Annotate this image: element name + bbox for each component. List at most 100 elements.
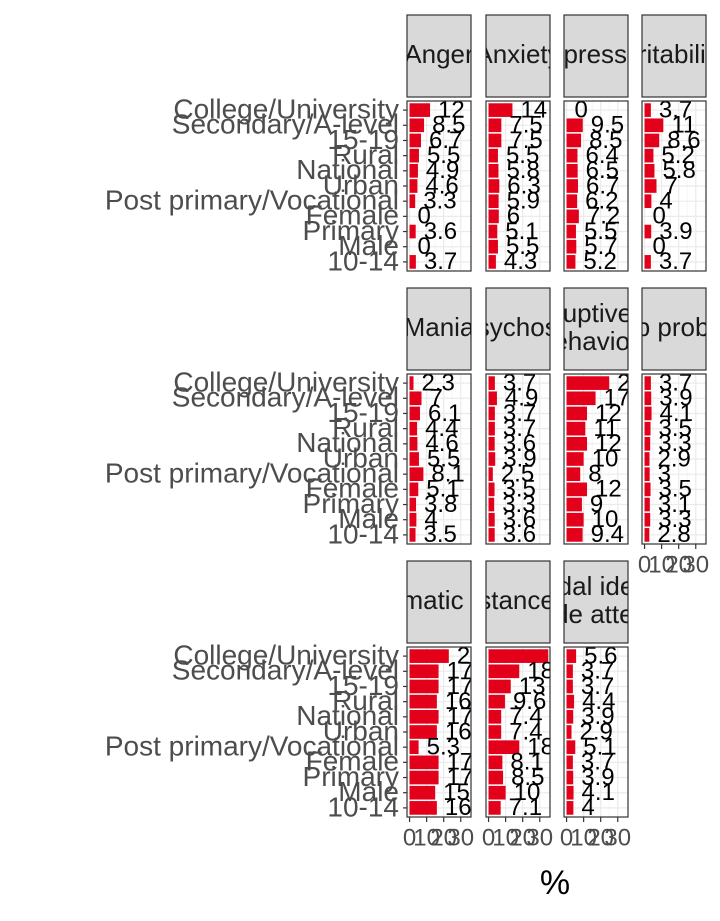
value-label: 9.5 xyxy=(591,112,624,139)
value-label: 7 xyxy=(665,172,678,199)
bar xyxy=(488,709,502,724)
x-tick-label: 30 xyxy=(604,824,631,851)
x-tick-label: 30 xyxy=(682,551,709,578)
value-label: 6.1 xyxy=(428,400,461,427)
value-label: 6.4 xyxy=(585,142,618,169)
y-tick-label: Secondary/A-level xyxy=(172,655,399,686)
bar xyxy=(409,255,416,269)
value-label: 3.6 xyxy=(503,506,536,533)
facet-title: Suicidal ideation xyxy=(501,571,690,601)
value-label: 4.9 xyxy=(505,385,538,412)
bar xyxy=(488,452,496,466)
value-label: 2.9 xyxy=(580,718,613,745)
bar xyxy=(644,133,660,148)
facet-title: Depression xyxy=(530,39,662,69)
panel: 09.58.56.46.56.76.27.25.55.75.2 xyxy=(564,101,628,271)
bar xyxy=(488,725,502,739)
x-tick-label: 20 xyxy=(509,824,536,851)
facet-title: Irritability xyxy=(622,39,720,69)
panel-border xyxy=(563,646,629,818)
facet-title: Anxiety xyxy=(475,39,560,69)
bar xyxy=(644,528,650,542)
value-label: 7.5 xyxy=(509,112,542,139)
bar xyxy=(409,755,439,770)
bar xyxy=(644,436,651,451)
value-label: 11 xyxy=(593,415,618,442)
value-label: 6.5 xyxy=(586,157,619,184)
bar xyxy=(409,452,419,466)
bar xyxy=(566,694,575,709)
y-tick-label: Male xyxy=(338,503,399,534)
bar xyxy=(409,118,425,133)
bar xyxy=(488,740,520,755)
panel-border xyxy=(563,373,629,545)
bar xyxy=(488,239,498,254)
value-label: 12 xyxy=(595,430,622,457)
panel: 147.57.55.55.86.35.965.15.54.3 xyxy=(486,101,550,271)
value-label: 6.2 xyxy=(585,188,618,215)
panel: 5.63.73.74.43.92.95.13.73.94.14 xyxy=(564,642,628,821)
value-label: 11 xyxy=(671,112,696,139)
y-tick-label: Urban xyxy=(323,442,399,473)
value-label: 3.7 xyxy=(659,96,692,123)
value-label: 3.5 xyxy=(503,476,536,503)
x-tick-label: 0 xyxy=(560,824,573,851)
bar xyxy=(488,482,495,497)
bar xyxy=(409,133,421,148)
value-label: 17 xyxy=(447,703,474,730)
bar xyxy=(488,436,495,451)
strip-text: Substance use xyxy=(486,585,550,615)
value-label: 3.9 xyxy=(581,703,614,730)
bar xyxy=(409,664,439,679)
bar xyxy=(566,406,588,421)
value-label: 3.6 xyxy=(424,218,457,245)
x-tick-label: 30 xyxy=(526,824,553,851)
bar xyxy=(409,436,418,451)
y-tick-label: 15-19 xyxy=(327,124,399,155)
value-label: 3.9 xyxy=(659,218,692,245)
y-tick-label: Female xyxy=(306,746,399,777)
value-label: 6.7 xyxy=(429,127,462,154)
y-tick-label: Secondary/A-level xyxy=(172,382,399,413)
value-label: 23 xyxy=(457,642,484,669)
y-tick-label: Male xyxy=(338,776,399,807)
value-label: 7.2 xyxy=(587,203,620,230)
y-tick-label: Urban xyxy=(323,169,399,200)
value-label: 3.3 xyxy=(658,430,691,457)
value-label: 3.5 xyxy=(659,415,692,442)
y-tick-label: 10-14 xyxy=(327,518,399,549)
value-label: 3.7 xyxy=(424,248,457,275)
x-tick-label: 10 xyxy=(492,824,519,851)
x-axis-title: % xyxy=(540,864,570,902)
y-tick-label: College/University xyxy=(173,366,399,397)
bar xyxy=(409,709,439,724)
facet-title: Psychosis xyxy=(459,312,576,342)
value-label: 5.5 xyxy=(427,445,460,472)
bar xyxy=(644,163,655,178)
strip xyxy=(485,560,551,644)
value-label: 18 xyxy=(527,658,554,685)
value-label: 7.1 xyxy=(509,794,542,821)
value-label: 4.4 xyxy=(582,688,615,715)
bar xyxy=(566,482,588,497)
panel-border xyxy=(485,373,551,545)
strip xyxy=(406,560,472,644)
value-label: 4 xyxy=(581,794,594,821)
bar xyxy=(644,194,652,209)
value-label: 5.8 xyxy=(506,157,539,184)
bar xyxy=(488,664,520,679)
value-label: 3.7 xyxy=(581,749,614,776)
value-label: 5.6 xyxy=(584,642,617,669)
bar xyxy=(488,785,506,800)
y-tick-label: Female xyxy=(306,200,399,231)
bar xyxy=(566,452,584,466)
value-label: 9 xyxy=(590,491,603,518)
strip-text: Irritability xyxy=(622,39,720,69)
bar xyxy=(409,421,418,436)
bar xyxy=(488,376,495,390)
bar xyxy=(644,179,657,193)
facet-title: Mania xyxy=(404,312,475,342)
bar xyxy=(566,740,576,755)
bar xyxy=(566,209,579,224)
